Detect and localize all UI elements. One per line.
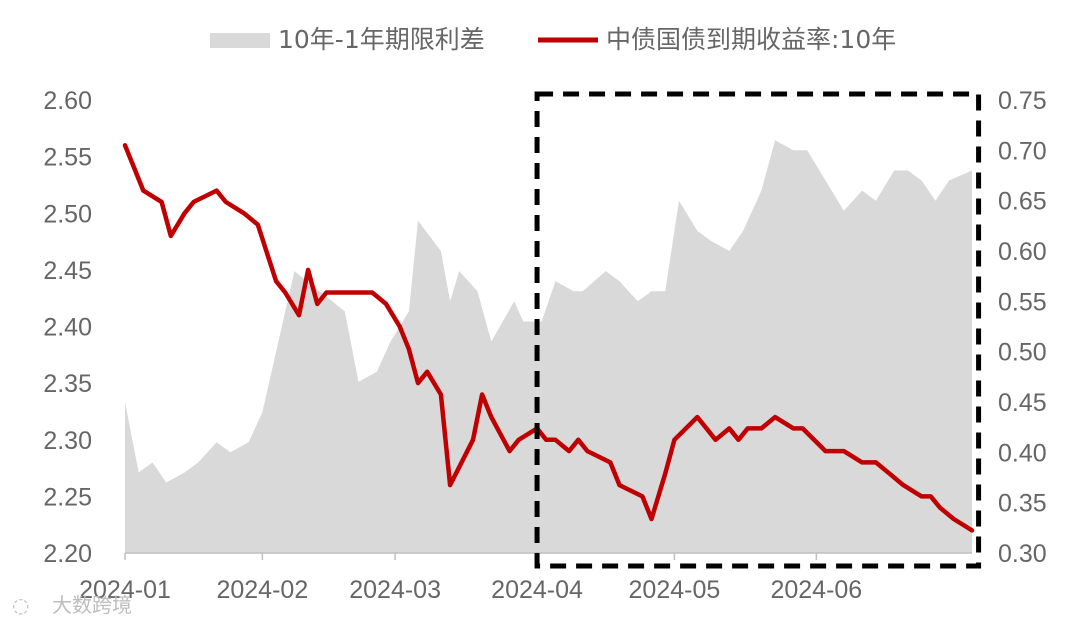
y-right-tick-label: 0.55 [998, 288, 1047, 316]
y-left-tick-label: 2.55 [43, 144, 92, 172]
x-tick-label: 2024-02 [216, 576, 308, 604]
y-left-tick-label: 2.20 [43, 540, 92, 568]
y-right-tick-label: 0.65 [998, 188, 1047, 216]
watermark: ◌ 大数跨境 [12, 593, 132, 617]
x-tick-label: 2024-01 [79, 576, 171, 604]
watermark-text: 大数跨境 [52, 593, 132, 617]
y-left-tick-label: 2.40 [43, 314, 92, 342]
y-left-tick-label: 2.25 [43, 483, 92, 511]
y-left-tick-label: 2.30 [43, 427, 92, 455]
y-right-tick-label: 0.70 [998, 137, 1047, 165]
yield-line [122, 143, 975, 533]
x-tick-label: 2024-03 [349, 576, 441, 604]
legend-line-label: 中债国债到期收益率:10年 [606, 25, 896, 54]
spread-area [125, 140, 972, 554]
x-tick-label: 2024-06 [770, 576, 862, 604]
y-right-tick-label: 0.45 [998, 389, 1047, 417]
axes: 2024-01 2024-02 2024-03 2024-04 2024-05 2024-… [43, 87, 1046, 604]
y-left-tick-label: 2.45 [43, 257, 92, 285]
x-tick-label: 2024-04 [491, 576, 583, 604]
highlight-box [534, 91, 982, 569]
y-right-tick-label: 0.60 [998, 238, 1047, 266]
y-right-tick-label: 0.30 [998, 540, 1047, 568]
yield-line-layer [122, 143, 975, 533]
y-right-tick-label: 0.50 [998, 339, 1047, 367]
legend-area-label: 10年-1年期限利差 [278, 25, 485, 54]
y-left-tick-label: 2.35 [43, 370, 92, 398]
x-tick-label: 2024-05 [629, 576, 721, 604]
y-right-tick-label: 0.35 [998, 490, 1047, 518]
y-right-tick-label: 0.75 [998, 87, 1047, 115]
watermark-icon: ◌ [12, 593, 29, 617]
y-left-tick-label: 2.50 [43, 200, 92, 228]
y-right-tick-label: 0.40 [998, 439, 1047, 467]
legend: 10年-1年期限利差 中债国债到期收益率:10年 [210, 25, 896, 54]
y-left-tick-label: 2.60 [43, 87, 92, 115]
spread-area-layer [125, 140, 972, 554]
highlight-box-layer [534, 91, 982, 569]
legend-area-swatch [210, 33, 270, 48]
